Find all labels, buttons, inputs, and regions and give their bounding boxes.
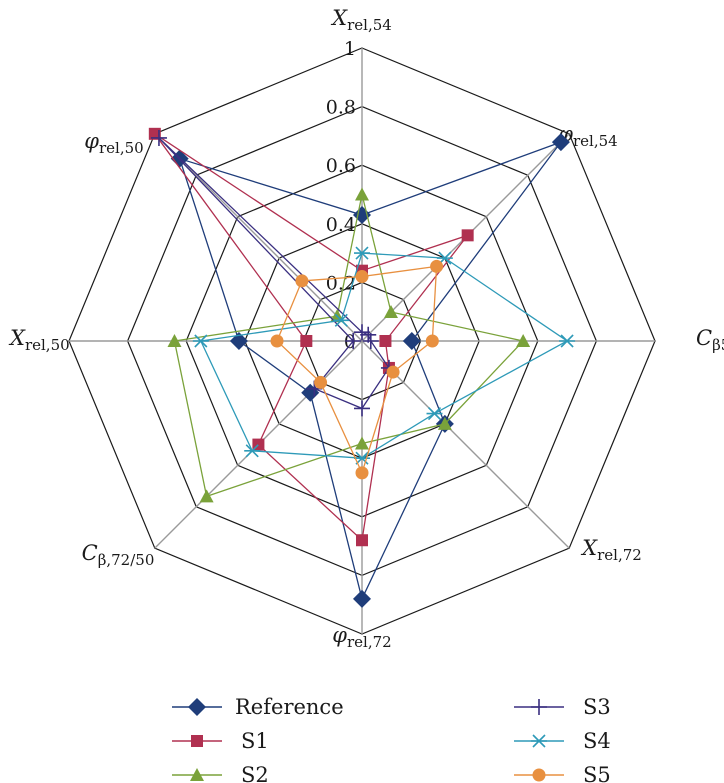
data-point — [314, 375, 328, 389]
data-point — [333, 313, 350, 327]
radial-tick-labels: 00.20.40.60.81 — [326, 38, 356, 353]
data-point — [426, 406, 443, 421]
series-line — [276, 265, 438, 475]
data-point — [295, 274, 309, 288]
data-point — [356, 534, 368, 547]
legend-marker — [191, 735, 203, 747]
legend-label: S4 — [583, 729, 611, 753]
data-point — [244, 444, 261, 458]
data-point — [379, 335, 392, 347]
axis-label: φrel,72 — [332, 623, 391, 651]
axis-label: Xrel,54 — [330, 6, 392, 34]
data-point — [353, 589, 371, 608]
legend-label: S1 — [241, 729, 269, 753]
data-point — [461, 229, 474, 242]
tick-label: 1 — [344, 38, 356, 60]
series-reference — [170, 133, 570, 608]
legend-marker — [190, 768, 204, 781]
data-point — [386, 365, 400, 379]
series-s5 — [270, 259, 444, 480]
series-line — [178, 140, 563, 601]
data-point — [384, 304, 399, 318]
legend-item-s2: S2 — [172, 763, 269, 783]
data-point — [192, 334, 209, 348]
data-point — [516, 334, 531, 347]
legend-item-s4: S4 — [514, 729, 611, 753]
legend-item-s5: S5 — [514, 763, 611, 783]
data-point — [150, 129, 167, 146]
axis-label: Cβ,72/50 — [82, 541, 155, 569]
legend-marker — [188, 698, 206, 716]
data-point — [270, 334, 284, 348]
data-point — [300, 335, 313, 347]
legend-label: S2 — [241, 763, 269, 783]
data-point — [360, 326, 377, 343]
data-point — [425, 334, 439, 348]
series-s4 — [192, 246, 576, 465]
tick-label: 0.4 — [326, 214, 356, 236]
tick-label: 0.2 — [326, 272, 356, 294]
tick-label: 0.8 — [326, 97, 356, 119]
legend-item-reference: Reference — [172, 695, 344, 719]
axis-label: Xrel,72 — [580, 536, 642, 564]
data-point — [559, 334, 576, 348]
tick-label: 0.6 — [326, 155, 356, 177]
data-point — [199, 489, 214, 503]
legend-marker — [532, 768, 546, 782]
axis-labels: Xrel,54 φrel,54 Cβ54/72 Xrel,72 φrel,72 Cβ,72… — [8, 6, 724, 651]
data-point — [167, 334, 182, 347]
data-point — [355, 466, 369, 480]
data-point — [355, 436, 369, 450]
data-point — [362, 333, 379, 349]
data-point — [551, 133, 570, 152]
data-point — [354, 400, 370, 417]
spoke-line — [154, 133, 363, 342]
legend-label: Reference — [235, 695, 344, 719]
legend: Reference S1 S2 S3 S4 S5 — [172, 695, 611, 783]
legend-label: S3 — [583, 695, 611, 719]
data-point — [345, 333, 362, 349]
data-point — [354, 246, 370, 260]
axis-label: Xrel,50 — [8, 326, 70, 354]
legend-item-s3: S3 — [514, 695, 611, 719]
legend-item-s1: S1 — [172, 729, 269, 753]
legend-marker — [531, 699, 547, 715]
data-point — [430, 259, 444, 273]
legend-label: S5 — [583, 763, 611, 783]
axis-label: Cβ54/72 — [696, 326, 724, 354]
axis-label: φrel,50 — [84, 129, 143, 157]
legend-marker — [531, 734, 547, 748]
data-point — [148, 127, 161, 140]
data-point — [354, 324, 370, 341]
data-point — [355, 270, 369, 284]
data-point — [354, 451, 370, 465]
data-point — [437, 416, 452, 430]
axis-label: φrel,54 — [558, 122, 617, 150]
data-series — [148, 127, 576, 608]
data-point — [355, 187, 369, 201]
data-point — [402, 332, 421, 350]
